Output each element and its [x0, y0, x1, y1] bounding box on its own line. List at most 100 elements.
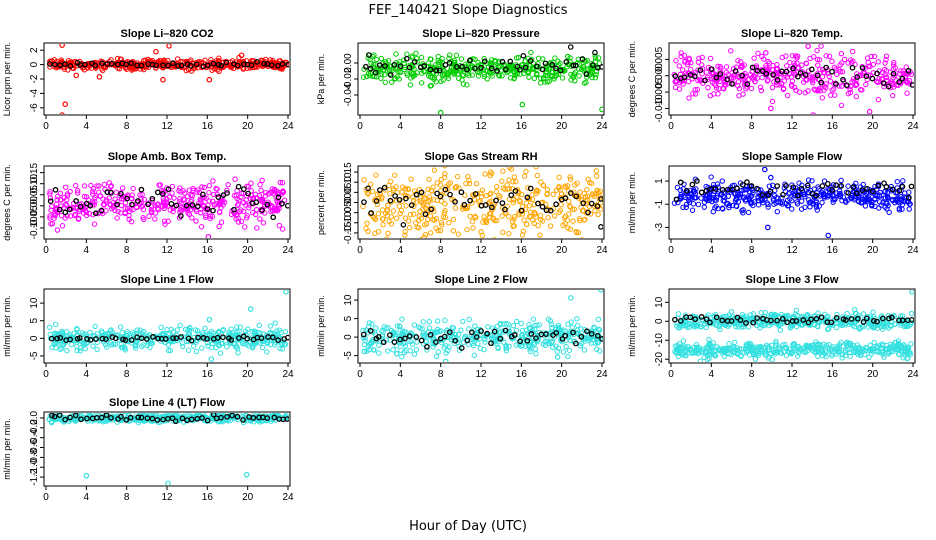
data-point	[218, 219, 225, 225]
data-point	[64, 191, 71, 197]
data-point	[369, 321, 375, 327]
data-point	[548, 73, 555, 79]
data-point	[577, 189, 583, 195]
data-point	[447, 52, 453, 58]
data-point	[694, 86, 701, 93]
data-point	[400, 184, 406, 190]
data-point	[743, 341, 749, 348]
data-point	[876, 76, 882, 82]
data-point	[540, 341, 547, 347]
data-point	[585, 209, 591, 216]
data-point	[535, 188, 541, 194]
data-point	[777, 327, 784, 333]
data-point	[493, 188, 499, 195]
data-point	[815, 348, 821, 355]
data-point	[193, 348, 200, 355]
data-point	[690, 188, 697, 195]
data-point	[173, 202, 180, 209]
data-point	[558, 191, 565, 197]
data-point	[408, 176, 414, 182]
y-tick-label: 5	[343, 315, 354, 321]
data-point	[676, 63, 682, 69]
data-point	[107, 340, 114, 346]
data-point	[244, 335, 251, 342]
data-point	[823, 64, 829, 71]
data-point	[379, 207, 386, 213]
data-point	[826, 73, 832, 80]
y-tick-label: 0.00	[343, 192, 354, 212]
data-point	[57, 190, 64, 197]
data-point	[140, 215, 146, 221]
data-point	[161, 205, 167, 212]
data-point	[74, 327, 80, 333]
data-point	[384, 236, 390, 238]
x-tick-label: 0	[43, 492, 49, 503]
data-point	[424, 343, 430, 350]
data-point	[547, 223, 554, 229]
points-layer	[47, 290, 289, 362]
data-point	[595, 55, 602, 61]
data-point	[766, 60, 773, 66]
data-point	[735, 58, 741, 64]
y-tick-label: -0.6	[29, 438, 40, 456]
data-point	[188, 337, 195, 344]
data-point	[506, 343, 512, 350]
data-point	[759, 68, 766, 75]
data-point	[394, 323, 400, 329]
data-point	[62, 184, 69, 190]
data-point	[387, 332, 393, 338]
data-point	[51, 331, 58, 337]
data-point	[534, 172, 541, 179]
data-point	[139, 203, 146, 209]
x-tick-label: 0	[357, 369, 363, 380]
data-point	[377, 190, 383, 197]
data-point	[130, 332, 136, 338]
data-point	[206, 76, 213, 83]
data-point	[762, 196, 768, 202]
data-point	[370, 337, 376, 343]
data-point	[499, 178, 505, 184]
data-point	[896, 317, 902, 324]
data-point	[446, 344, 452, 350]
data-point	[804, 348, 810, 354]
data-point	[857, 86, 864, 93]
data-point	[818, 44, 824, 49]
data-point	[475, 340, 481, 347]
data-point	[87, 329, 93, 336]
data-point	[821, 87, 827, 93]
data-point	[580, 200, 587, 206]
data-point	[699, 348, 705, 354]
data-point	[170, 335, 176, 341]
data-point	[426, 194, 432, 200]
panel-title: Slope Gas Stream RH	[424, 151, 537, 163]
data-point	[850, 322, 856, 328]
data-point	[864, 76, 870, 83]
data-point	[437, 227, 444, 234]
data-point	[804, 182, 811, 189]
data-point	[522, 64, 529, 71]
data-point	[502, 209, 508, 215]
data-point	[128, 218, 135, 225]
data-point	[815, 341, 822, 347]
data-point	[425, 198, 432, 205]
data-point	[148, 206, 154, 213]
data-point	[729, 81, 735, 87]
data-point	[560, 327, 566, 333]
data-point	[276, 222, 282, 229]
x-tick-label: 24	[907, 121, 919, 132]
data-point	[692, 69, 699, 76]
data-point	[789, 350, 795, 356]
data-point	[74, 343, 80, 350]
data-point	[889, 186, 896, 193]
data-point	[540, 183, 547, 189]
data-point	[807, 204, 813, 210]
data-point	[535, 200, 541, 207]
data-point	[831, 92, 838, 98]
data-point	[527, 185, 534, 192]
data-point	[366, 320, 373, 326]
data-point	[514, 55, 520, 61]
data-point	[418, 189, 425, 196]
data-point	[193, 218, 199, 224]
data-point	[103, 336, 109, 343]
data-point	[838, 183, 845, 189]
